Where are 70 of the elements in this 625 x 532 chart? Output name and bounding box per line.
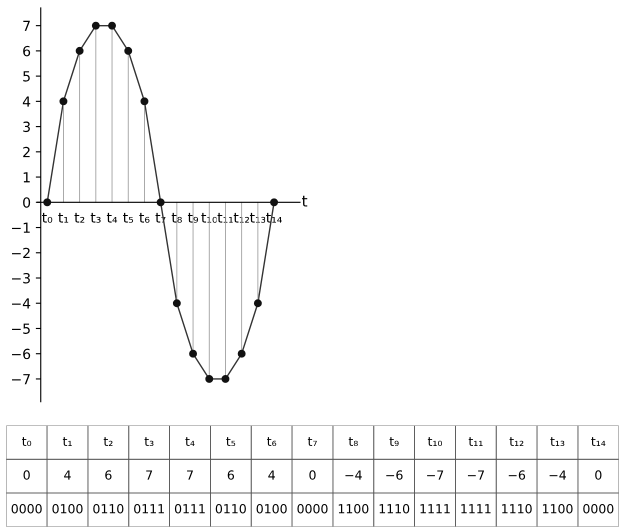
y-tick-label: 0 (23, 197, 30, 208)
text: 0 (595, 470, 602, 480)
y-tick-label: −6 (12, 348, 30, 360)
text: 0000 (583, 504, 614, 514)
text: −4 (550, 470, 566, 480)
category-label: t₁ (62, 437, 72, 446)
text: 0110 (93, 504, 124, 514)
text: 7 (146, 470, 152, 480)
category-label: t₁₃ (550, 437, 564, 446)
category-label: t₅ (226, 437, 236, 446)
category-label: t₁₄ (591, 437, 606, 446)
x-tick-label: t₃ (90, 212, 101, 223)
x-axis-title: t (302, 196, 308, 207)
text: 0 (309, 470, 316, 480)
text: 1111 (420, 504, 450, 514)
x-tick-label: t₀ (42, 212, 52, 223)
text: 1100 (338, 504, 368, 514)
y-tick-label: 3 (23, 122, 30, 132)
text: −6 (508, 470, 526, 480)
text: 0111 (174, 504, 205, 514)
y-tick-label: 6 (23, 46, 30, 56)
y-tick-label: 1 (24, 172, 30, 182)
category-label: t₀ (22, 437, 32, 446)
y-tick-label: −2 (12, 248, 30, 258)
text: 0110 (216, 504, 246, 514)
x-tick-label: t₅ (123, 212, 134, 223)
category-label: t₈ (348, 437, 358, 446)
category-label: t₂ (104, 437, 113, 446)
category-label: t₁₀ (428, 437, 442, 446)
text: 1110 (502, 504, 532, 514)
text: 0111 (134, 504, 164, 514)
x-tick-label: t₉ (188, 212, 198, 223)
y-tick-label: −4 (12, 298, 30, 309)
x-tick-label: t₁₁ (218, 212, 233, 223)
y-tick-label: 5 (23, 71, 30, 82)
y-tick-label: 7 (23, 20, 30, 31)
category-label: t₄ (185, 437, 195, 446)
text: 1100 (542, 504, 573, 514)
category-label: t₁₁ (468, 437, 483, 446)
category-label: t₇ (308, 437, 317, 446)
text: 0000 (12, 504, 42, 514)
text: 0100 (256, 504, 287, 514)
text: 7 (187, 470, 193, 480)
category-label: t₆ (267, 437, 276, 446)
text: 6 (228, 470, 234, 480)
x-tick-label: t₄ (106, 212, 118, 223)
text: −7 (427, 470, 444, 480)
text: 4 (268, 470, 275, 480)
category-label: t₁₂ (510, 437, 524, 446)
y-tick-label: −3 (12, 272, 30, 284)
text: 4 (64, 470, 71, 480)
text: −6 (386, 470, 403, 480)
text: −7 (468, 470, 484, 480)
y-tick-label: 2 (23, 146, 30, 158)
text: 6 (105, 470, 112, 480)
y-tick-label: −1 (12, 222, 30, 233)
text: −4 (345, 470, 362, 480)
x-tick-label: t₈ (172, 212, 182, 223)
x-tick-label: t₁ (58, 212, 68, 223)
text: 1110 (380, 504, 410, 514)
text: 0000 (297, 504, 328, 514)
category-label: t₉ (390, 437, 399, 446)
x-tick-label: t₂ (74, 212, 84, 223)
category-label: t₃ (144, 437, 154, 446)
x-tick-label: t₆ (139, 212, 150, 223)
text: 1111 (461, 504, 491, 514)
y-tick-label: 4 (22, 96, 30, 107)
y-tick-label: −7 (12, 374, 30, 384)
y-tick-label: −5 (12, 324, 30, 334)
text: 0100 (52, 504, 83, 514)
